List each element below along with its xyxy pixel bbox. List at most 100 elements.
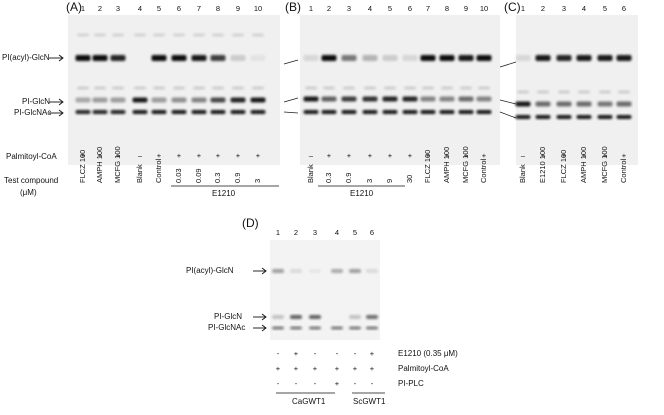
- unit-label: (μM): [20, 188, 37, 197]
- band-pi-acyl-glcn: [75, 55, 91, 61]
- palmitoyl-mark: +: [540, 151, 546, 160]
- lane-number: 5: [352, 228, 358, 237]
- band-pi-acyl-glcn: [272, 269, 284, 273]
- lane-number: 6: [176, 4, 182, 13]
- band-pi-acyl-glcn: [597, 55, 613, 61]
- palmitoyl-mark: +: [97, 151, 103, 160]
- band-pi-glcn: [341, 96, 357, 102]
- lane-number: 10: [479, 4, 489, 13]
- band-pi-glcnac: [151, 110, 167, 114]
- band-faint: [537, 90, 549, 94]
- band-pi-glcnac: [290, 326, 302, 330]
- band-faint: [212, 33, 224, 37]
- band-faint: [193, 86, 205, 90]
- band-pi-glcn: [439, 96, 455, 102]
- pi-plc-mark: -: [294, 379, 298, 388]
- palmitoyl-mark: +: [561, 151, 567, 160]
- lane-label: Control: [479, 158, 488, 183]
- band-pi-glcn: [366, 315, 378, 319]
- band-pi-glcnac: [576, 115, 592, 119]
- band-pi-glcnac: [458, 110, 474, 114]
- lane-number: 8: [215, 4, 221, 13]
- lane-label: Blank: [306, 164, 315, 183]
- band-faint: [252, 33, 264, 37]
- band-faint: [94, 86, 106, 90]
- band-pi-glcn: [420, 96, 436, 102]
- lane-number: 1: [308, 4, 314, 13]
- e1210-mark: -: [276, 349, 280, 358]
- connector-line: [283, 97, 299, 103]
- e1210-mark: -: [335, 349, 339, 358]
- band-pi-acyl-glcn: [290, 269, 302, 273]
- band-pi-glcn: [309, 315, 321, 319]
- gel-d-background: [270, 240, 380, 340]
- band-pi-glcnac: [341, 110, 357, 114]
- palmitoyl-coa-label: Palmitoyl-CoA: [6, 152, 57, 161]
- lane-label: 0.9: [344, 172, 353, 183]
- connector-line: [283, 59, 299, 65]
- band-pi-acyl-glcn: [402, 55, 418, 61]
- lane-number: 1: [80, 4, 86, 13]
- lane-number: 2: [293, 228, 299, 237]
- band-pi-glcn: [556, 101, 572, 107]
- lane-label: 3: [365, 178, 374, 183]
- lane-label: MCFG 100: [461, 146, 470, 183]
- lane-label: 0.3: [213, 172, 222, 183]
- band-pi-acyl-glcn: [303, 55, 319, 61]
- band-pi-acyl-glcn: [171, 55, 187, 61]
- lane-label: E1210 100: [538, 146, 547, 183]
- palmitoyl-mark: +: [115, 151, 121, 160]
- band-label-d-pi-acyl-glcn: PI(acyl)-GlcN: [186, 266, 234, 275]
- band-pi-glcnac: [210, 110, 226, 114]
- band-pi-acyl-glcn: [382, 55, 398, 61]
- lane-number: 4: [367, 4, 373, 13]
- band-pi-acyl-glcn: [250, 55, 266, 61]
- band-pi-acyl-glcn: [151, 55, 167, 61]
- band-faint: [441, 86, 453, 90]
- e1210-mark: +: [293, 349, 299, 358]
- band-faint: [77, 86, 89, 90]
- band-pi-glcn: [349, 315, 361, 319]
- lane-number: 2: [97, 4, 103, 13]
- band-pi-acyl-glcn: [309, 269, 321, 273]
- band-faint: [193, 33, 205, 37]
- palmitoyl-mark: +: [425, 151, 431, 160]
- lane-label: 0.09: [194, 168, 203, 183]
- panel-b-label: (B): [285, 0, 301, 14]
- lane-number: 5: [156, 4, 162, 13]
- lane-label: Control: [619, 158, 628, 183]
- band-faint: [364, 86, 376, 90]
- gel-b-background: [300, 15, 500, 165]
- band-pi-glcnac: [75, 110, 91, 114]
- band-pi-acyl-glcn: [576, 55, 592, 61]
- palmitoyl-mark: +: [326, 151, 332, 160]
- band-pi-acyl-glcn: [321, 55, 337, 61]
- band-faint: [112, 86, 124, 90]
- band-pi-glcnac: [515, 115, 531, 119]
- band-pi-acyl-glcn: [366, 269, 378, 273]
- band-pi-glcn: [151, 97, 167, 103]
- scgwt1-label: ScGWT1: [353, 397, 386, 406]
- band-label-pi-glcnac: PI-GlcNAc: [14, 108, 52, 117]
- lane-number: 5: [387, 4, 393, 13]
- palmitoyl-mark: –: [137, 151, 143, 160]
- lane-number: 6: [407, 4, 413, 13]
- lane-number: 9: [463, 4, 469, 13]
- band-pi-glcnac: [92, 110, 108, 114]
- palmitoyl-mark: +: [275, 364, 281, 373]
- band-pi-glcnac: [476, 110, 492, 114]
- band-pi-glcnac: [132, 110, 148, 114]
- palmitoyl-mark: +: [334, 364, 340, 373]
- band-pi-glcnac: [321, 110, 337, 114]
- palmitoyl-mark: +: [346, 151, 352, 160]
- lane-label: 30: [405, 174, 414, 183]
- e1210-mark: -: [313, 349, 317, 358]
- lane-label: MCFG 100: [600, 146, 609, 183]
- connector-line: [499, 61, 517, 68]
- lane-number: 4: [334, 228, 340, 237]
- arrow-icons-a: [49, 54, 64, 117]
- lane-label: FLCZ 100: [423, 149, 432, 183]
- band-pi-glcnac: [362, 110, 378, 114]
- lane-number: 4: [581, 4, 587, 13]
- band-pi-acyl-glcn: [92, 55, 108, 61]
